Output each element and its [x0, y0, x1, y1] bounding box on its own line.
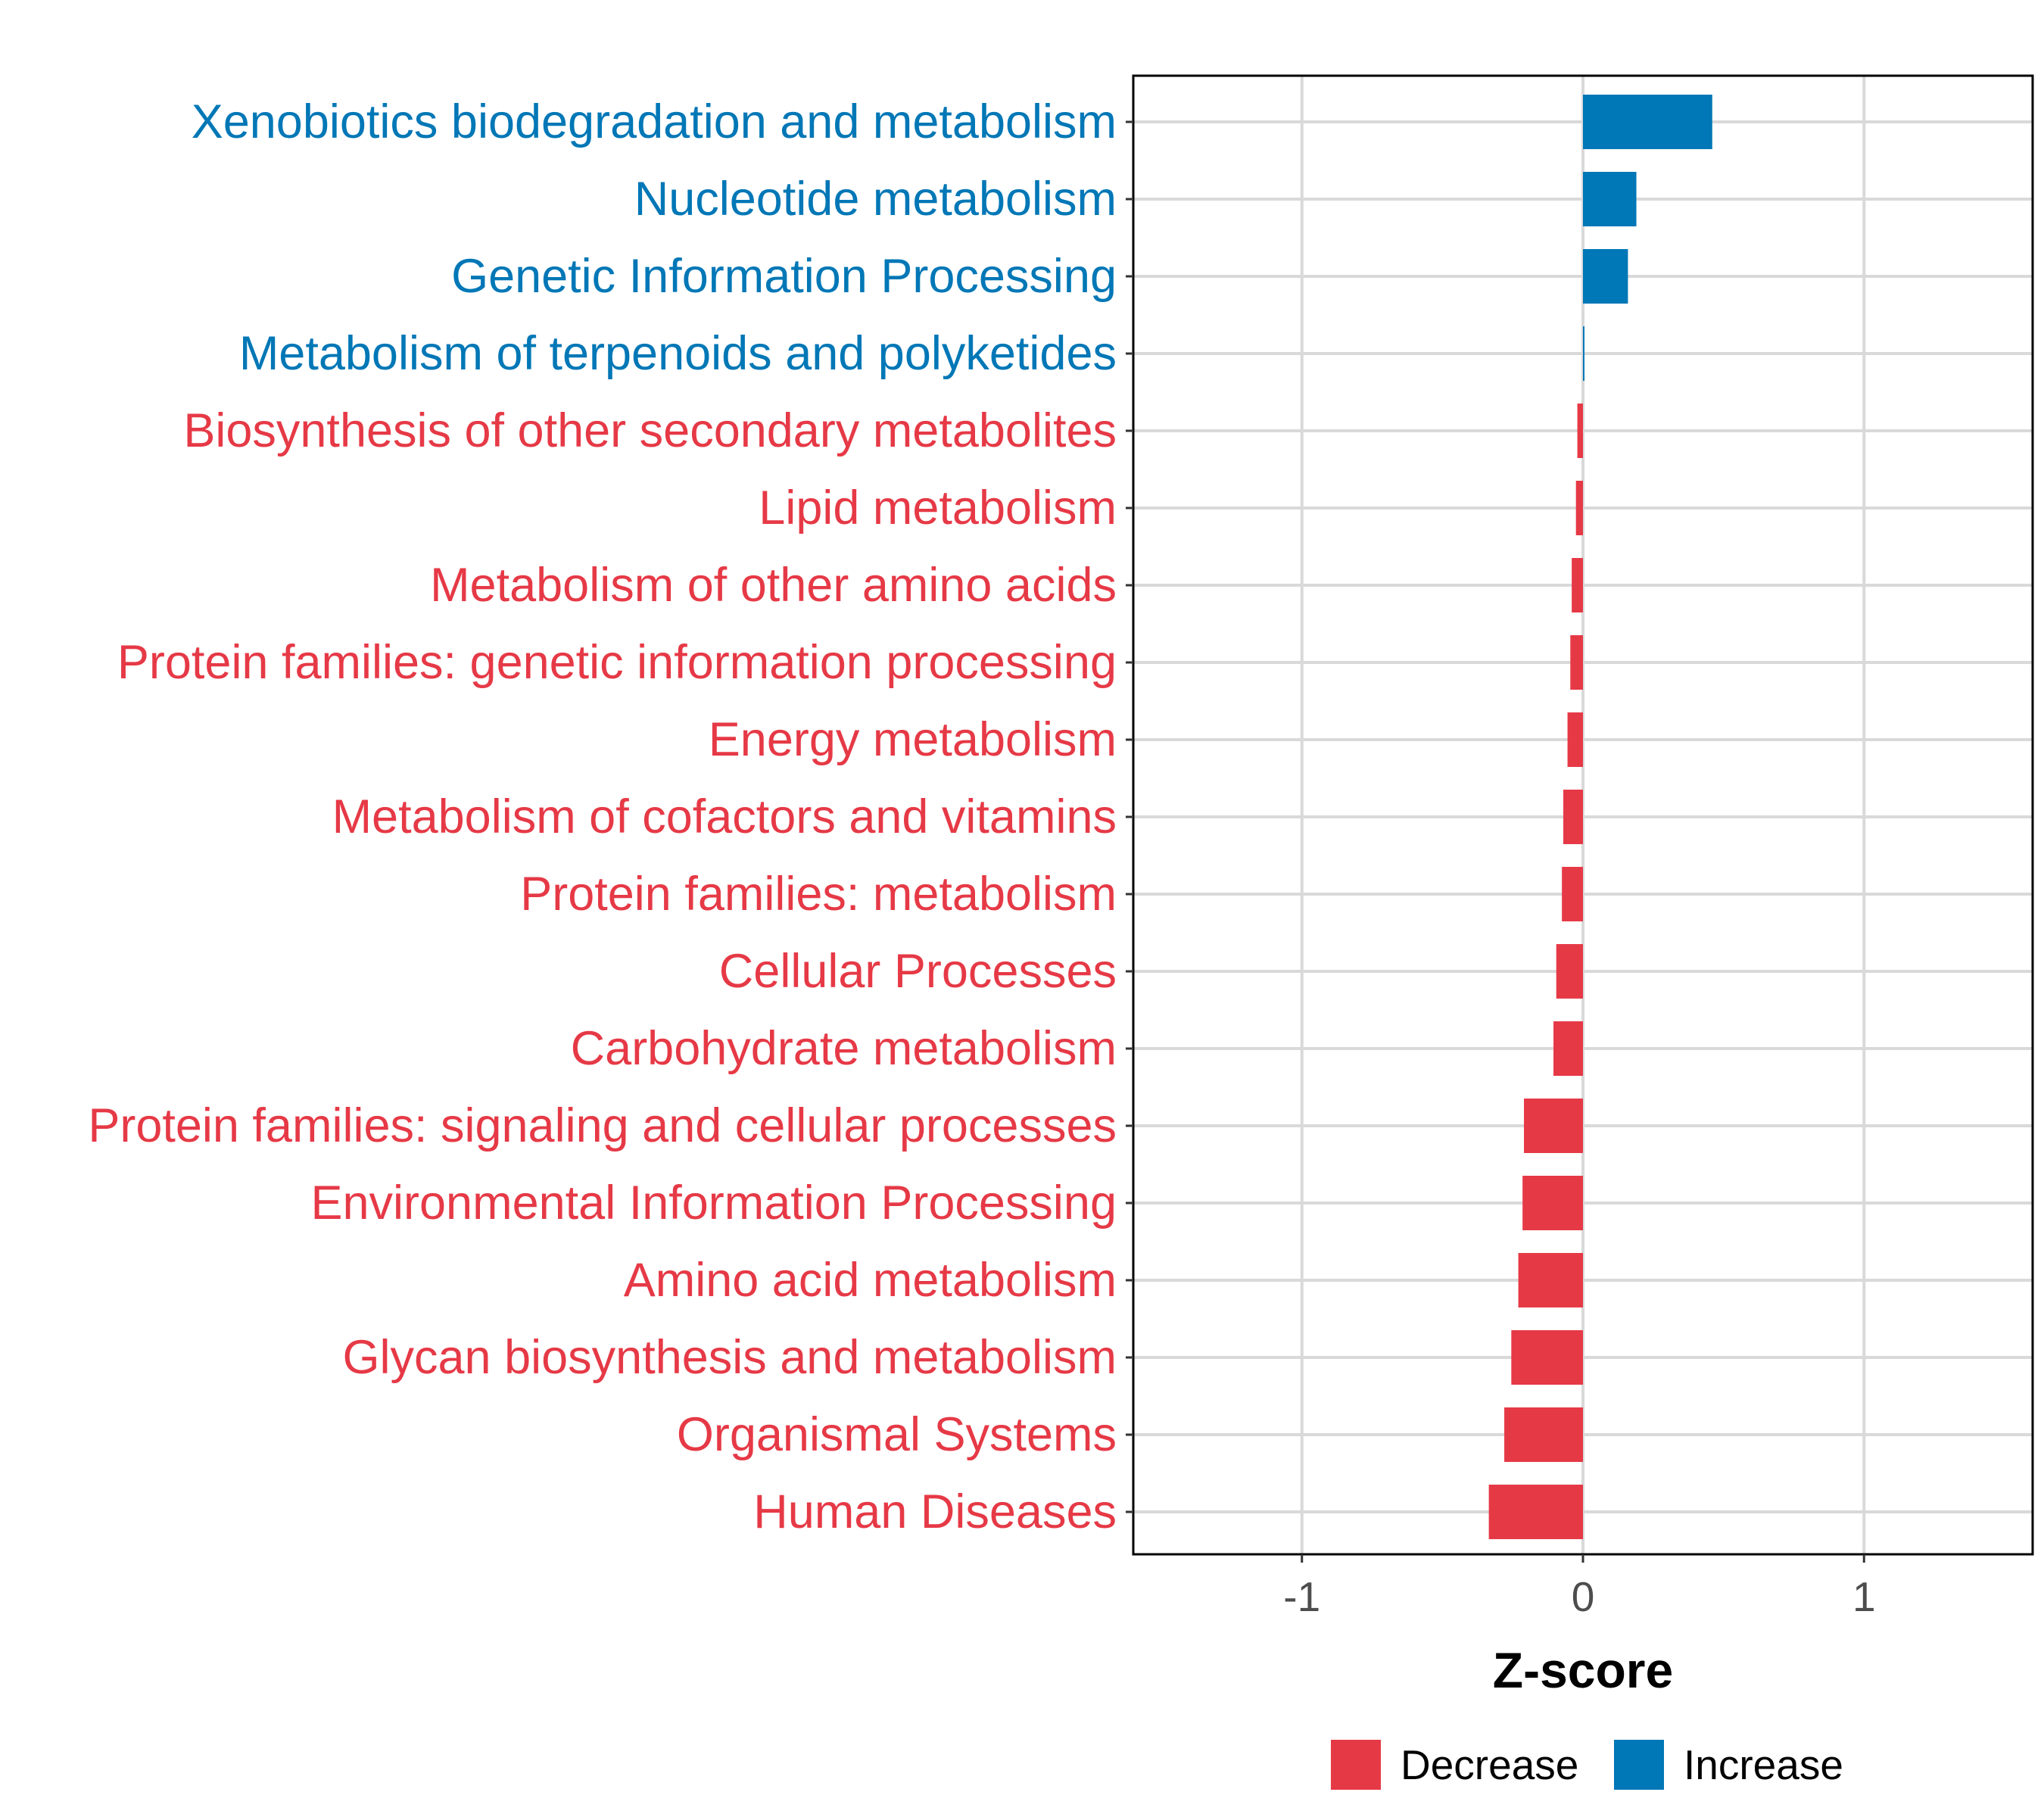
category-label: Genetic Information Processing: [451, 250, 1117, 303]
x-tick-label: -1: [1283, 1573, 1320, 1620]
category-label: Metabolism of other amino acids: [430, 559, 1117, 612]
bar-decrease: [1488, 1485, 1583, 1539]
category-label: Nucleotide metabolism: [634, 173, 1117, 226]
category-label: Lipid metabolism: [759, 482, 1117, 535]
category-label: Environmental Information Processing: [310, 1177, 1117, 1230]
bar-decrease: [1562, 867, 1583, 921]
bar-decrease: [1556, 944, 1583, 999]
category-label: Glycan biosynthesis and metabolism: [343, 1331, 1117, 1384]
bar-decrease: [1522, 1176, 1583, 1230]
category-label: Cellular Processes: [719, 945, 1117, 998]
bar-decrease: [1511, 1330, 1583, 1385]
legend-label-increase: Increase: [1684, 1741, 1843, 1788]
legend-label-decrease: Decrease: [1401, 1741, 1578, 1788]
bar-decrease: [1504, 1407, 1583, 1462]
x-tick-label: 0: [1572, 1573, 1595, 1620]
category-label: Protein families: metabolism: [520, 868, 1117, 921]
bar-decrease: [1575, 481, 1583, 535]
bar-increase: [1583, 95, 1712, 149]
bar-increase: [1583, 249, 1628, 304]
bar-decrease: [1572, 558, 1583, 612]
legend-swatch-decrease: [1331, 1740, 1381, 1790]
category-label: Xenobiotics biodegradation and metabolis…: [192, 95, 1117, 148]
x-axis-title: Z-score: [1493, 1642, 1673, 1698]
bar-decrease: [1567, 712, 1583, 767]
y-axis-ticks: [1126, 120, 1133, 1513]
category-label: Protein families: signaling and cellular…: [88, 1099, 1117, 1152]
category-label: Human Diseases: [753, 1485, 1117, 1538]
category-label: Metabolism of cofactors and vitamins: [332, 790, 1117, 843]
category-label: Metabolism of terpenoids and polyketides: [239, 327, 1117, 380]
category-label: Biosynthesis of other secondary metaboli…: [183, 404, 1117, 457]
category-label: Energy metabolism: [709, 713, 1117, 766]
bar-decrease: [1570, 635, 1583, 690]
category-label: Amino acid metabolism: [624, 1254, 1117, 1307]
x-tick-label: 1: [1852, 1573, 1876, 1620]
bar-decrease: [1524, 1099, 1583, 1153]
bar-increase: [1583, 326, 1584, 381]
legend-swatch-increase: [1614, 1740, 1664, 1790]
y-axis-labels: Xenobiotics biodegradation and metabolis…: [88, 95, 1117, 1538]
category-label: Organismal Systems: [677, 1408, 1117, 1461]
bar-decrease: [1518, 1253, 1583, 1307]
bar-decrease: [1563, 790, 1583, 844]
legend: Decrease Increase: [1331, 1740, 1843, 1790]
bar-increase: [1583, 172, 1637, 226]
bar-decrease: [1577, 404, 1583, 458]
category-label: Carbohydrate metabolism: [571, 1022, 1117, 1075]
x-axis-ticks: -1 0 1: [1283, 1554, 1876, 1620]
category-label: Protein families: genetic information pr…: [117, 636, 1117, 689]
bar-decrease: [1553, 1021, 1583, 1076]
bars: [1488, 95, 1712, 1539]
